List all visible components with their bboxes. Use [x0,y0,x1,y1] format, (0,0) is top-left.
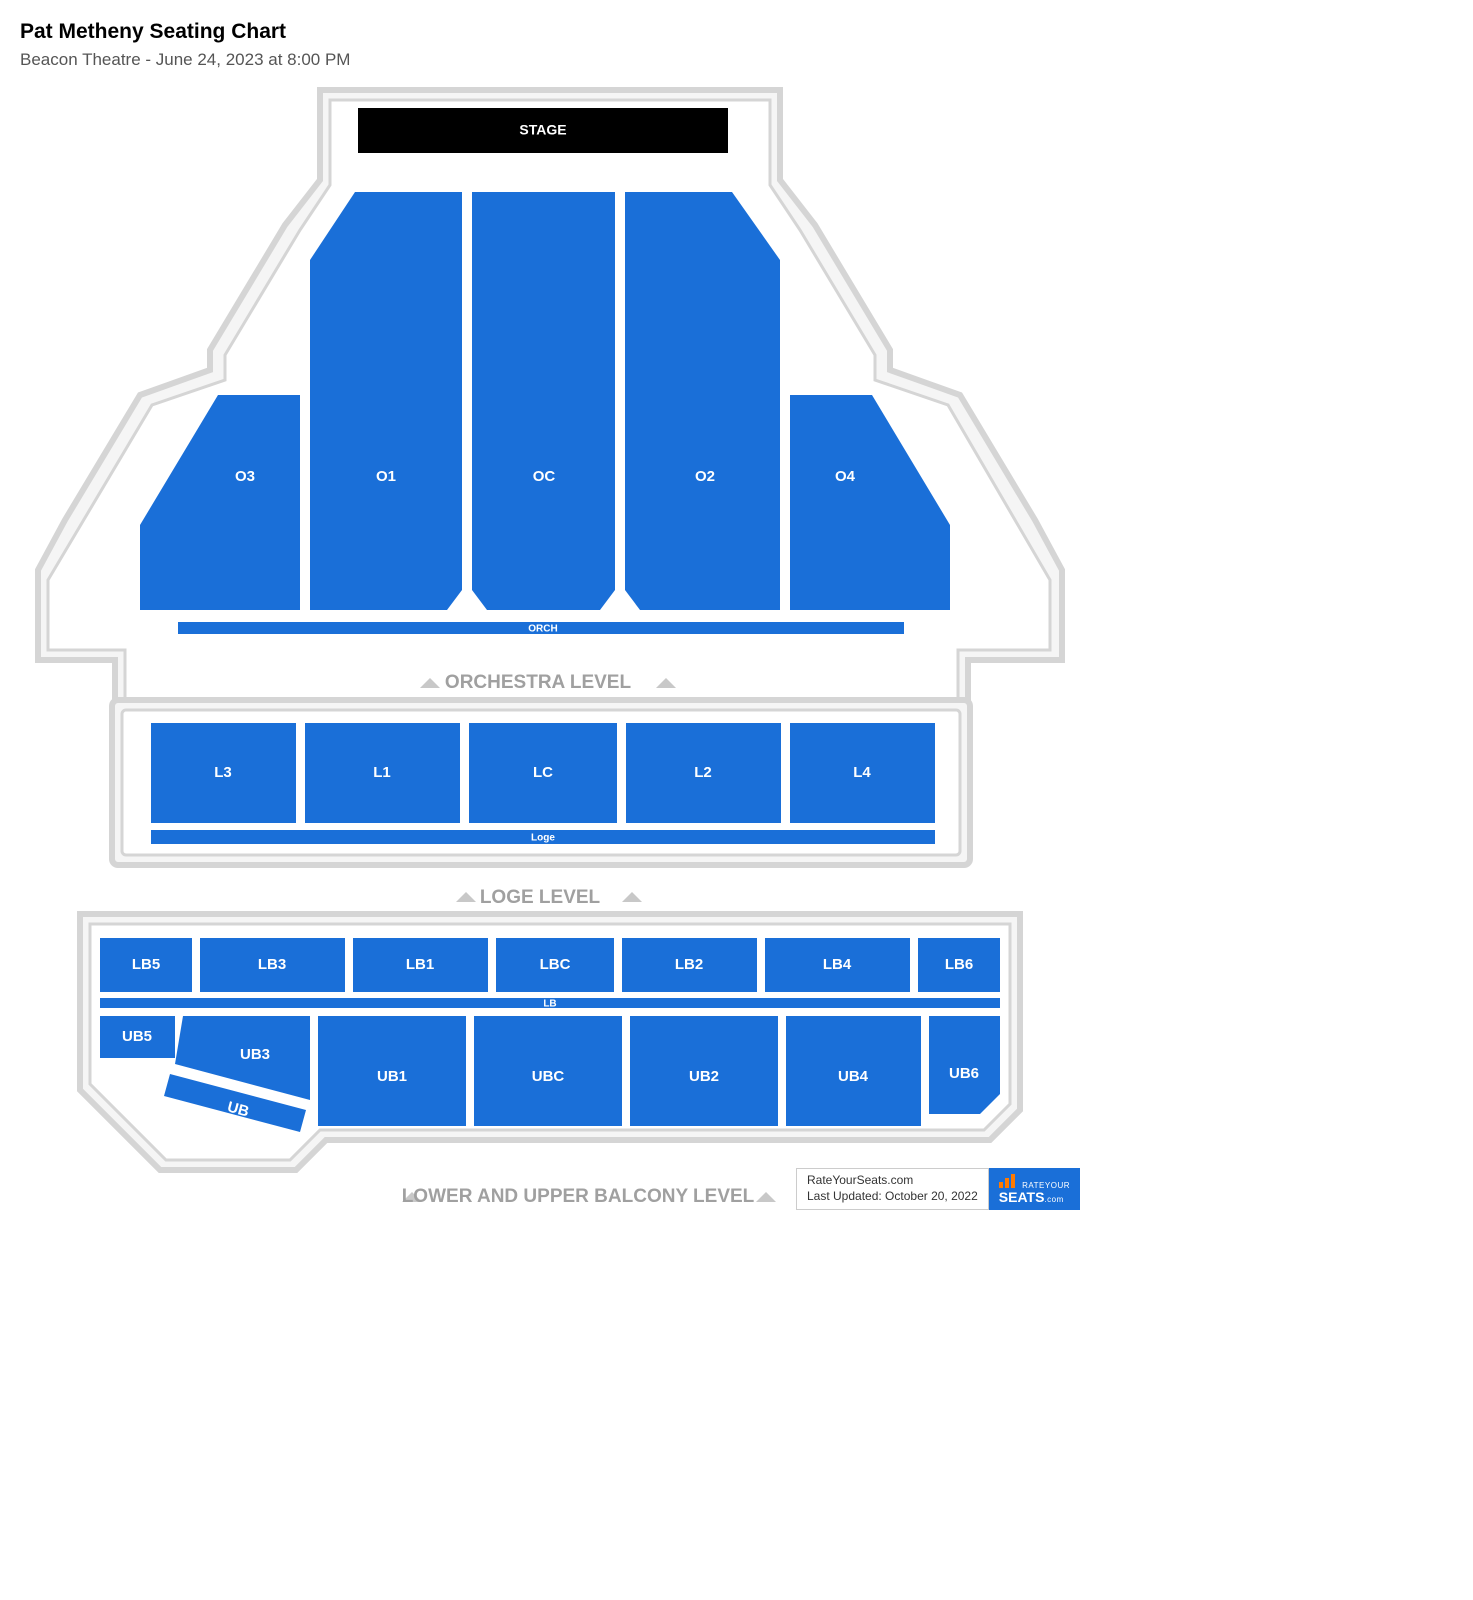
footer-attribution: RateYourSeats.com Last Updated: October … [796,1168,989,1210]
up-arrow-icon [456,892,476,902]
section-lb3[interactable] [200,938,345,992]
section-ub2[interactable] [630,1016,778,1126]
orchestra-level-label: ORCHESTRA LEVEL [445,672,632,693]
section-lb4[interactable] [765,938,910,992]
section-ub4[interactable] [786,1016,921,1126]
section-lb2[interactable] [622,938,757,992]
section-l2[interactable] [626,723,781,823]
up-arrow-icon [756,1192,776,1202]
section-l1[interactable] [305,723,460,823]
section-ub5[interactable] [100,1016,175,1058]
page-header: Pat Metheny Seating Chart Beacon Theatre… [20,20,1453,70]
section-lc[interactable] [469,723,617,823]
section-l3[interactable] [151,723,296,823]
section-lb6[interactable] [918,938,1000,992]
section-o1[interactable] [310,192,462,610]
logo-big-text: SEATS [999,1189,1045,1205]
footer-updated: Last Updated: October 20, 2022 [807,1189,978,1205]
stage-label: STAGE [519,122,566,138]
logo-bars-icon [999,1174,1015,1188]
section-o2[interactable] [625,192,780,610]
lb-strip-label: LB [543,999,556,1010]
balcony-level-label: LOWER AND UPPER BALCONY LEVEL [402,1186,755,1207]
up-arrow-icon [622,892,642,902]
footer-site: RateYourSeats.com [807,1173,978,1189]
page-subtitle: Beacon Theatre - June 24, 2023 at 8:00 P… [20,50,1453,70]
section-lb5[interactable] [100,938,192,992]
section-l4[interactable] [790,723,935,823]
logo-suffix: .com [1044,1195,1063,1204]
loge-level-label: LOGE LEVEL [480,887,601,908]
page-title: Pat Metheny Seating Chart [20,20,1453,44]
footer-logo: RATEYOUR SEATS.com [989,1168,1080,1210]
section-ub1[interactable] [318,1016,466,1126]
section-ubc[interactable] [474,1016,622,1126]
orch-strip-label: ORCH [528,624,557,635]
section-oc[interactable] [472,192,615,610]
seating-chart: STAGE O1 OC O2 O3 O4 ORCH ORCHESTRA LEVE… [20,80,1080,1210]
loge-strip-label: Loge [531,833,555,844]
section-lbc[interactable] [496,938,614,992]
footer: RateYourSeats.com Last Updated: October … [796,1168,1080,1210]
section-lb1[interactable] [353,938,488,992]
section-ub6[interactable] [929,1016,1000,1114]
